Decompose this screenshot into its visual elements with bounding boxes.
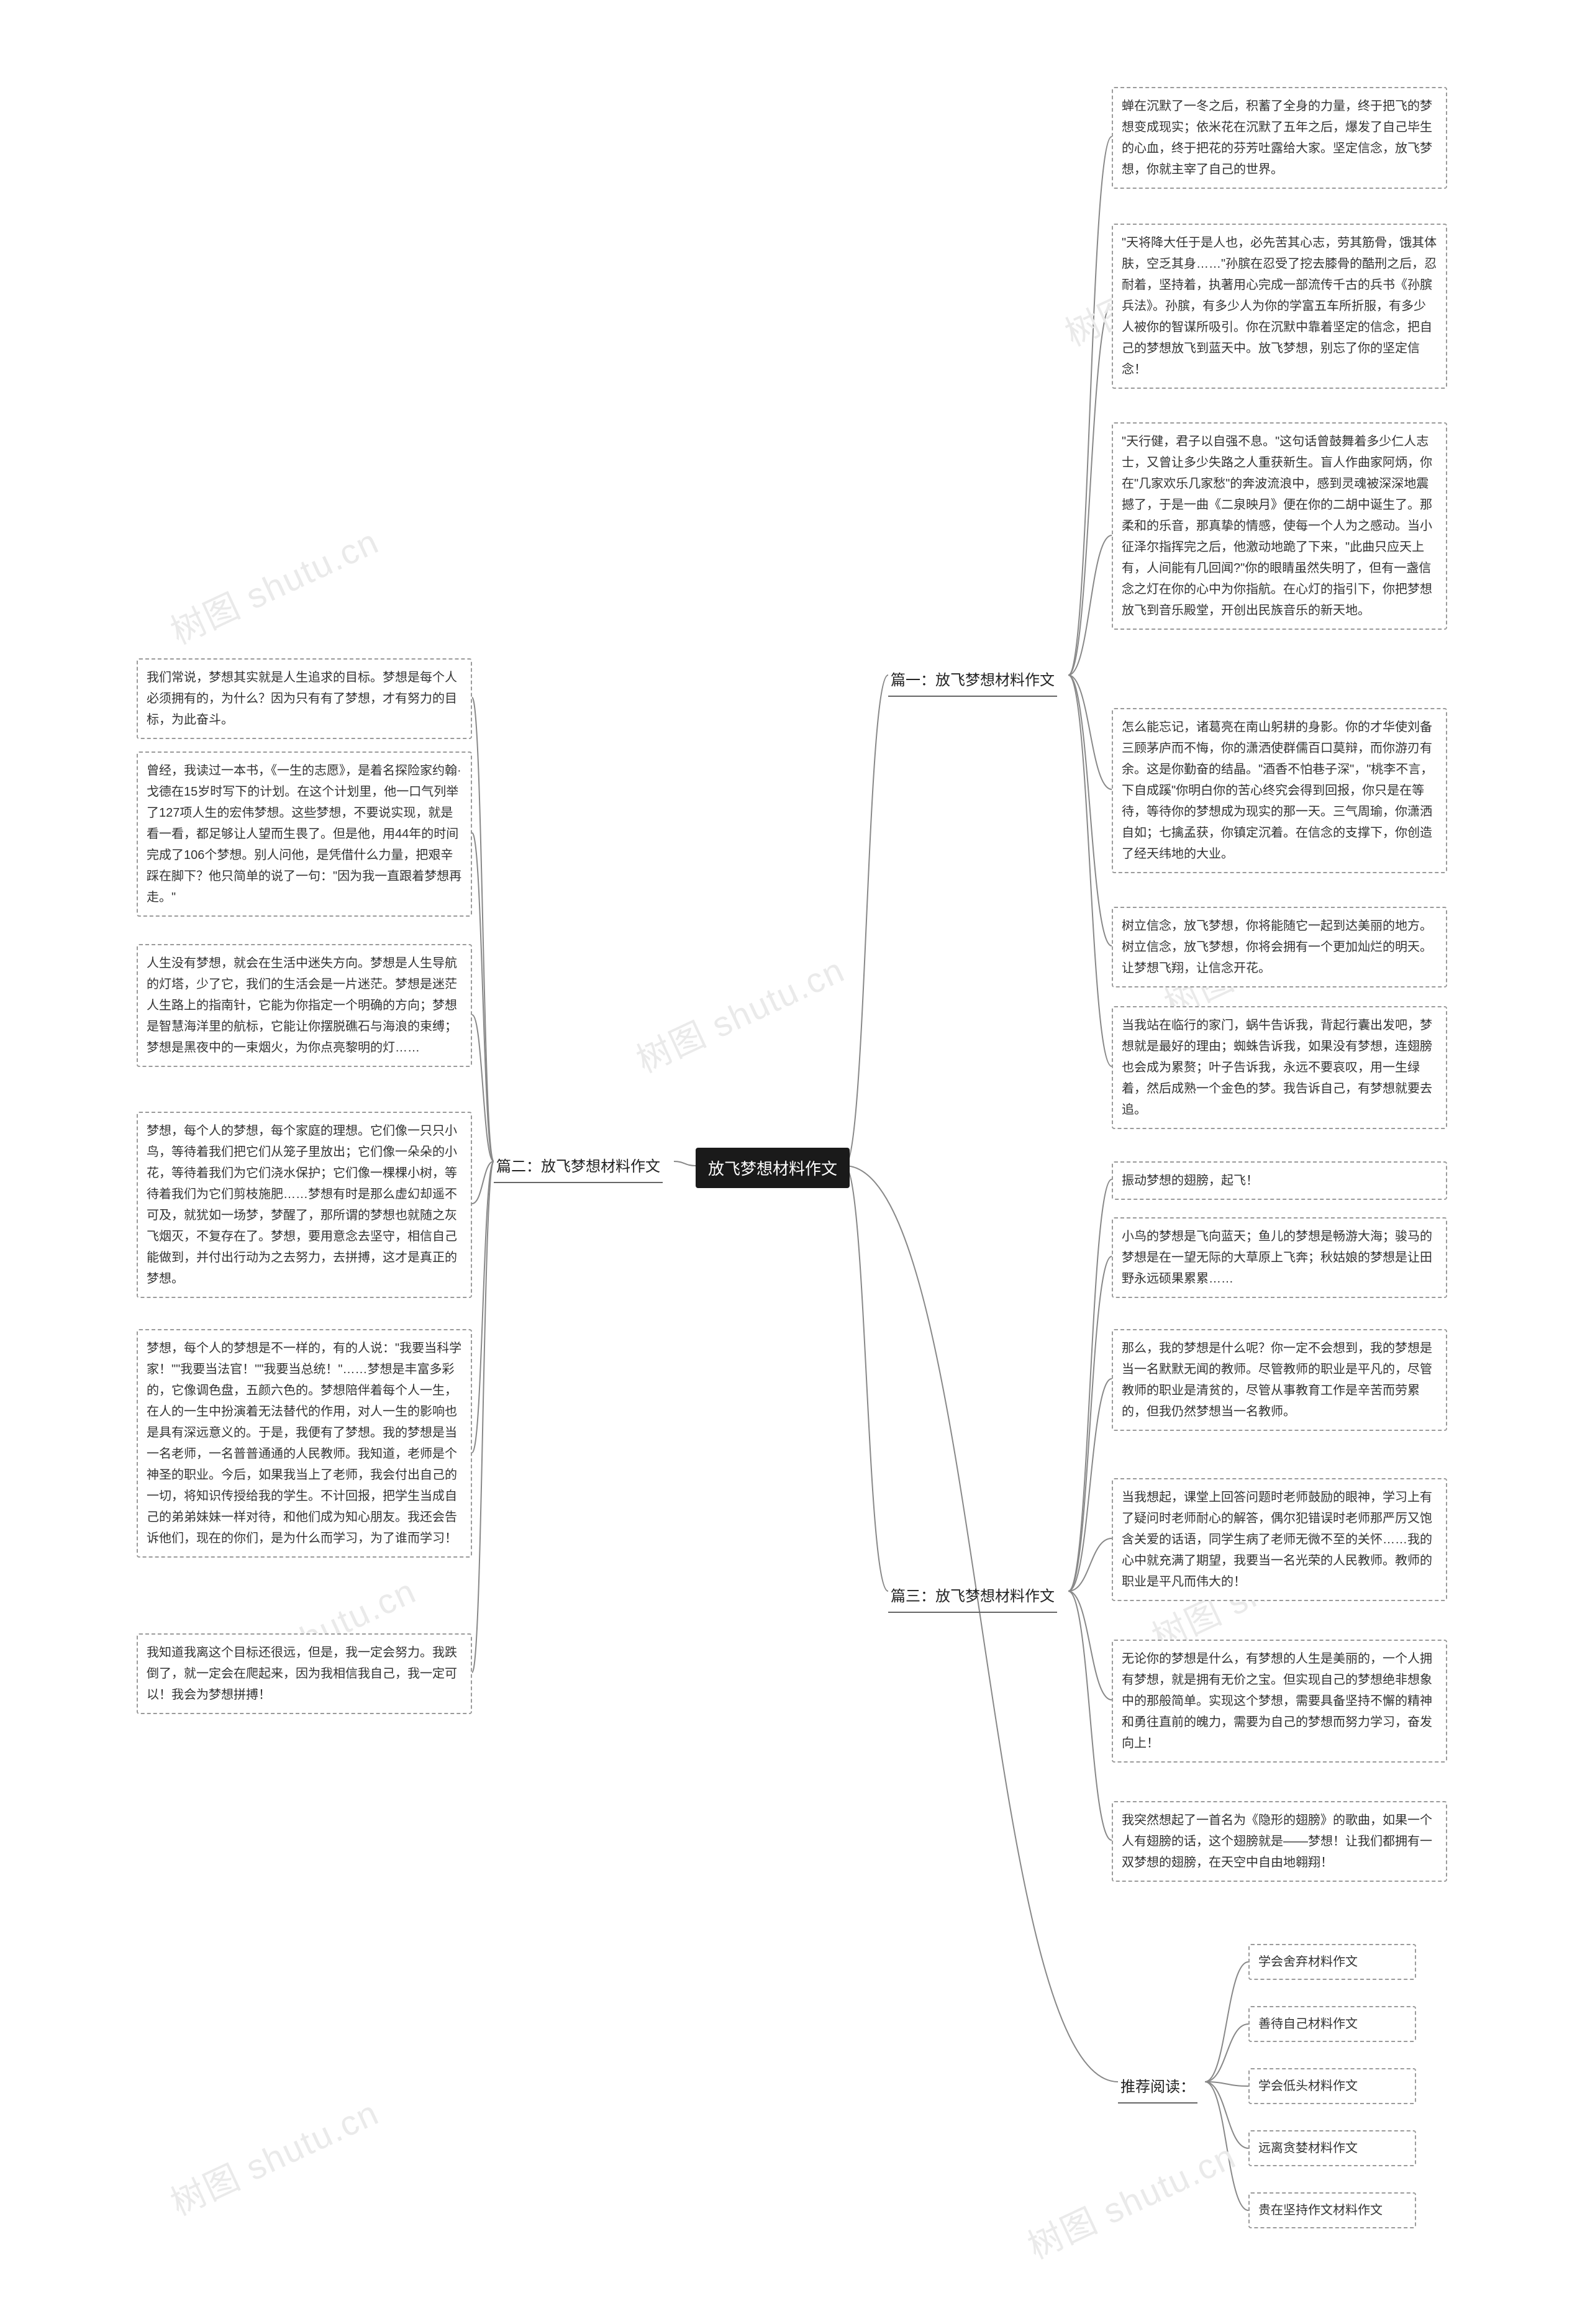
leaf-node: 树立信念，放飞梦想，你将能随它一起到达美丽的地方。树立信念，放飞梦想，你将会拥有… <box>1112 907 1447 987</box>
branch-node: 推荐阅读： <box>1118 2068 1197 2104</box>
leaf-node: 振动梦想的翅膀，起飞！ <box>1112 1161 1447 1200</box>
leaf-node: 小鸟的梦想是飞向蓝天；鱼儿的梦想是畅游大海；骏马的梦想是在一望无际的大草原上飞奔… <box>1112 1217 1447 1298</box>
leaf-node: "天行健，君子以自强不息。"这句话曾鼓舞着多少仁人志士，又曾让多少失路之人重获新… <box>1112 422 1447 630</box>
leaf-node: 远离贪婪材料作文 <box>1248 2130 1416 2166</box>
leaf-node: 善待自己材料作文 <box>1248 2006 1416 2042</box>
branch-node: 篇三：放飞梦想材料作文 <box>888 1577 1057 1613</box>
branch-node: 篇一：放飞梦想材料作文 <box>888 661 1057 697</box>
watermark: 树图 shutu.cn <box>1019 2128 1243 2269</box>
leaf-node: 学会低头材料作文 <box>1248 2068 1416 2104</box>
branch-node: 篇二：放飞梦想材料作文 <box>494 1148 663 1183</box>
root-label: 放飞梦想材料作文 <box>708 1160 837 1178</box>
leaf-node: 曾经，我读过一本书，《一生的志愿》，是着名探险家约翰·戈德在15岁时写下的计划。… <box>137 751 472 917</box>
leaf-node: 我们常说，梦想其实就是人生追求的目标。梦想是每个人必须拥有的，为什么？因为只有有… <box>137 658 472 739</box>
leaf-node: 贵在坚持作文材料作文 <box>1248 2192 1416 2228</box>
leaf-node: 我知道我离这个目标还很远，但是，我一定会努力。我跌倒了，就一定会在爬起来，因为我… <box>137 1633 472 1714</box>
leaf-node: 无论你的梦想是什么，有梦想的人生是美丽的，一个人拥有梦想，就是拥有无价之宝。但实… <box>1112 1640 1447 1763</box>
leaf-node: 当我站在临行的家门，蜗牛告诉我，背起行囊出发吧，梦想就是最好的理由；蜘蛛告诉我，… <box>1112 1006 1447 1129</box>
leaf-node: 当我想起，课堂上回答问题时老师鼓励的眼神，学习上有了疑问时老师耐心的解答，偶尔犯… <box>1112 1478 1447 1601</box>
watermark: 树图 shutu.cn <box>161 514 386 654</box>
leaf-node: 那么，我的梦想是什么呢？你一定不会想到，我的梦想是当一名默默无闻的教师。尽管教师… <box>1112 1329 1447 1431</box>
leaf-node: 怎么能忘记，诸葛亮在南山躬耕的身影。你的才华使刘备三顾茅庐而不悔，你的潇洒使群儒… <box>1112 708 1447 873</box>
watermark: 树图 shutu.cn <box>161 2085 386 2225</box>
leaf-node: 蝉在沉默了一冬之后，积蓄了全身的力量，终于把飞的梦想变成现实；依米花在沉默了五年… <box>1112 87 1447 189</box>
leaf-node: 人生没有梦想，就会在生活中迷失方向。梦想是人生导航的灯塔，少了它，我们的生活会是… <box>137 944 472 1067</box>
root-node: 放飞梦想材料作文 <box>696 1148 850 1188</box>
leaf-node: "天将降大任于是人也，必先苦其心志，劳其筋骨，饿其体肤，空乏其身……"孙膑在忍受… <box>1112 224 1447 389</box>
leaf-node: 我突然想起了一首名为《隐形的翅膀》的歌曲，如果一个人有翅膀的话，这个翅膀就是——… <box>1112 1801 1447 1882</box>
watermark: 树图 shutu.cn <box>627 942 852 1083</box>
leaf-node: 梦想，每个人的梦想，每个家庭的理想。它们像一只只小鸟，等待着我们把它们从笼子里放… <box>137 1112 472 1298</box>
leaf-node: 梦想，每个人的梦想是不一样的，有的人说："我要当科学家！""我要当法官！""我要… <box>137 1329 472 1558</box>
leaf-node: 学会舍弃材料作文 <box>1248 1944 1416 1980</box>
